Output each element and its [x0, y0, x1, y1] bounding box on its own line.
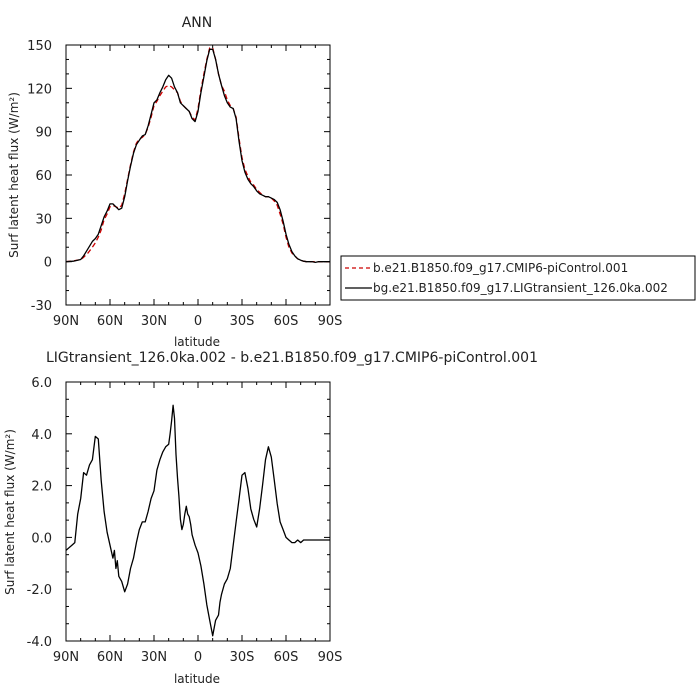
legend: b.e21.B1850.f09_g17.CMIP6-piControl.001 … — [340, 255, 696, 301]
panel-top-axes: 90N 60N 30N 0 30S 60S 90S -30 0 30 60 90 120 150 — [27, 39, 342, 329]
legend-label-control: b.e21.B1850.f09_g17.CMIP6-piControl.001 — [373, 261, 628, 275]
panel-bottom-series — [65, 404, 330, 637]
x-tick-label: 60S — [274, 650, 299, 665]
x-tick-label: 60S — [274, 314, 299, 329]
y-tick-label: 0 — [44, 256, 52, 271]
y-tick-label: 60 — [35, 169, 52, 184]
y-tick-label: -2.0 — [27, 583, 52, 598]
panel-top-ylabel: Surf latent heat flux (W/m²) — [7, 92, 21, 258]
y-tick-label: 90 — [35, 126, 52, 141]
panel-bottom-xlabel: latitude — [174, 672, 220, 686]
panel-bottom: LIGtransient_126.0ka.002 - b.e21.B1850.f… — [3, 350, 538, 686]
y-tick-label: 2.0 — [31, 480, 52, 495]
panel-bottom-axes: 90N 60N 30N 0 30S 60S 90S -4.0 -2.0 0.0 2.0 4.0 6.0 — [27, 376, 343, 665]
x-tick-label: 0 — [194, 650, 202, 665]
x-tick-label: 30S — [230, 314, 255, 329]
series-line-bottom-0 — [65, 404, 330, 637]
x-tick-label: 60N — [97, 650, 123, 665]
series-line-top-0 — [65, 47, 330, 263]
y-tick-label: -4.0 — [27, 635, 52, 650]
panel-top-frame — [65, 44, 331, 306]
x-tick-label: 30S — [230, 650, 255, 665]
x-tick-label: 90N — [53, 314, 79, 329]
x-tick-label: 90S — [318, 314, 343, 329]
panel-bottom-title: LIGtransient_126.0ka.002 - b.e21.B1850.f… — [46, 350, 538, 366]
y-tick-label: 150 — [27, 39, 52, 54]
panel-top-series — [65, 47, 330, 264]
y-tick-label: 120 — [27, 82, 52, 97]
x-tick-label: 90S — [318, 650, 343, 665]
x-tick-label: 30N — [141, 314, 167, 329]
x-tick-label: 30N — [141, 650, 167, 665]
y-tick-label: -30 — [31, 299, 52, 314]
panel-top-title: ANN — [182, 15, 213, 31]
panel-top-xlabel: latitude — [174, 335, 220, 349]
x-tick-label: 60N — [97, 314, 123, 329]
panel-bottom-frame — [65, 381, 331, 642]
y-tick-label: 4.0 — [31, 428, 52, 443]
x-tick-label: 90N — [53, 650, 79, 665]
panel-bottom-ylabel: Surf latent heat flux (W/m²) — [3, 429, 17, 595]
y-tick-label: 0.0 — [31, 531, 52, 546]
y-tick-label: 30 — [35, 212, 52, 227]
series-line-top-1 — [65, 48, 330, 264]
panel-top: ANN 90N 60N 30N 0 30S 60S 90S-300306090120150 … — [7, 15, 342, 349]
y-tick-label: 6.0 — [31, 376, 52, 391]
legend-label-lig: bg.e21.B1850.f09_g17.LIGtransient_126.0k… — [373, 281, 668, 295]
legend-box — [340, 255, 696, 301]
x-tick-label: 0 — [194, 314, 202, 329]
